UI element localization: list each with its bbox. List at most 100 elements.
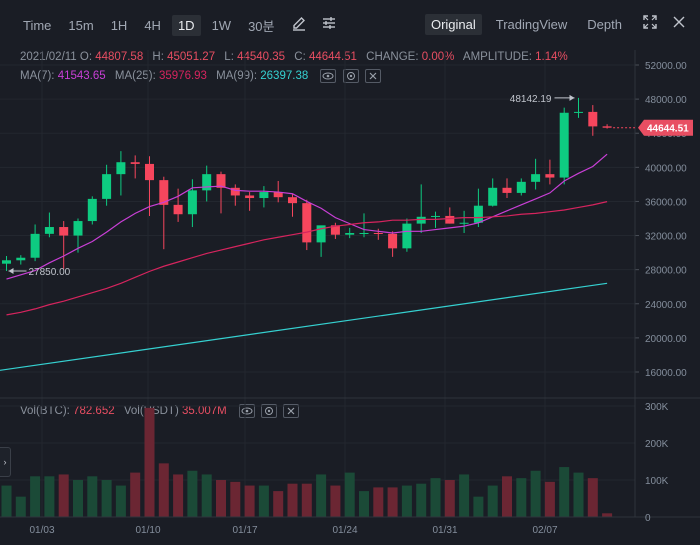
interval-more[interactable]: 30분 bbox=[248, 18, 275, 34]
date-axis-label: 01/10 bbox=[135, 525, 160, 536]
change-value: 0.00% bbox=[421, 51, 455, 63]
current-price-tag bbox=[638, 119, 693, 136]
candle-body bbox=[459, 222, 469, 224]
candle-body bbox=[345, 232, 355, 235]
open-value: 44807.58 bbox=[95, 51, 144, 63]
eye-icon[interactable] bbox=[320, 69, 337, 83]
expand-panel-button[interactable]: › bbox=[0, 447, 11, 477]
candle-body bbox=[173, 204, 183, 215]
candle-body bbox=[516, 181, 526, 193]
vol-eye-icon[interactable] bbox=[238, 404, 255, 418]
vol-usdt-value: 35.007M bbox=[181, 405, 227, 418]
candle-body bbox=[488, 187, 498, 206]
candle-body bbox=[531, 174, 541, 182]
view-original[interactable]: Original bbox=[424, 14, 482, 35]
price-axis-label: 36000.00 bbox=[645, 197, 687, 208]
volume-bar bbox=[487, 485, 498, 517]
volume-bar bbox=[44, 476, 55, 517]
close-value: 44644.51 bbox=[308, 51, 357, 63]
volume-bar bbox=[587, 478, 598, 517]
volume-bar bbox=[373, 487, 384, 517]
candle-body bbox=[302, 203, 312, 243]
volume-bar bbox=[359, 491, 369, 517]
volume-bar bbox=[144, 407, 155, 517]
open-label: O: bbox=[79, 51, 93, 63]
low-label: L: bbox=[224, 51, 234, 63]
candle-body bbox=[588, 111, 598, 127]
volume-bar bbox=[387, 487, 398, 517]
volume-bar bbox=[30, 476, 41, 517]
volume-bar bbox=[230, 481, 241, 517]
price-axis-label: 52000.00 bbox=[645, 61, 687, 72]
volume-bar bbox=[287, 483, 298, 517]
fullscreen-icon[interactable] bbox=[642, 14, 658, 35]
ma25-line bbox=[6, 201, 608, 316]
volume-bar bbox=[15, 496, 26, 517]
volume-bar bbox=[258, 485, 269, 517]
interval-time[interactable]: Time bbox=[23, 17, 52, 33]
current-price-value: 44644.51 bbox=[647, 124, 689, 135]
amplitude-value: 1.14% bbox=[535, 51, 568, 63]
indicator-settings-icon[interactable] bbox=[321, 15, 337, 36]
candle-body bbox=[44, 227, 54, 234]
volume-bar bbox=[444, 480, 455, 517]
volume-bar bbox=[559, 467, 570, 517]
interval-15m[interactable]: 15m bbox=[68, 17, 94, 33]
volume-bar bbox=[573, 472, 584, 517]
volume-bar bbox=[87, 476, 98, 517]
candle-body bbox=[502, 187, 512, 193]
volume-bar bbox=[416, 483, 427, 517]
volume-bar bbox=[602, 513, 613, 517]
volume-bar bbox=[158, 463, 169, 517]
ohlc-info: 2021/02/11 O: 44807.58 H: 45051.27 L: 44… bbox=[20, 51, 574, 63]
remove-icon[interactable] bbox=[364, 69, 381, 83]
volume-bar bbox=[115, 485, 126, 517]
vol-remove-icon[interactable] bbox=[283, 404, 300, 418]
volume-bar bbox=[101, 480, 112, 517]
view-tradingview[interactable]: TradingView bbox=[495, 17, 568, 32]
date-axis-label: 01/31 bbox=[432, 525, 457, 536]
volume-axis-label: 0 bbox=[645, 513, 651, 524]
candle-body bbox=[130, 162, 140, 164]
volume-bar bbox=[201, 474, 212, 517]
close-icon[interactable] bbox=[672, 15, 686, 34]
low-value: 44540.35 bbox=[237, 51, 286, 63]
candle-body bbox=[473, 205, 483, 223]
draw-pencil-icon[interactable] bbox=[291, 15, 307, 36]
volume-bar bbox=[316, 474, 327, 517]
date-axis-label: 01/24 bbox=[332, 525, 357, 536]
candle-body bbox=[87, 198, 97, 222]
volume-bar bbox=[344, 472, 355, 517]
candle-body bbox=[73, 221, 83, 236]
ohlc-date: 2021/02/11 bbox=[20, 51, 77, 63]
candle-body bbox=[116, 162, 126, 175]
candle-body bbox=[545, 174, 555, 178]
candle-body bbox=[159, 180, 169, 205]
price-axis-label: 40000.00 bbox=[645, 163, 687, 174]
candle-body bbox=[574, 111, 583, 113]
volume-bar bbox=[473, 496, 484, 517]
candle-body bbox=[187, 190, 197, 215]
volume-axis-label: 200K bbox=[645, 439, 669, 450]
candle-body bbox=[359, 232, 369, 234]
vol-settings-icon[interactable] bbox=[261, 404, 278, 418]
close-label: C: bbox=[294, 51, 306, 63]
price-axis-label: 44000.00 bbox=[645, 129, 687, 140]
interval-4h[interactable]: 4H bbox=[144, 17, 161, 33]
interval-1d[interactable]: 1D bbox=[171, 14, 201, 36]
volume-bar bbox=[1, 485, 12, 517]
candle-body bbox=[431, 215, 440, 217]
date-axis-label: 01/17 bbox=[232, 525, 257, 536]
volume-info: Vol(BTC): 782.652 Vol(USDT) 35.007M bbox=[20, 404, 300, 418]
interval-1h[interactable]: 1H bbox=[110, 17, 128, 33]
price-axis-label: 20000.00 bbox=[645, 334, 687, 345]
high-arrow-head bbox=[569, 94, 575, 101]
ma25-value: 35976.93 bbox=[158, 70, 207, 83]
interval-1w[interactable]: 1W bbox=[211, 17, 232, 33]
settings-icon[interactable] bbox=[342, 69, 359, 83]
low-annotation: 27850.00 bbox=[29, 267, 71, 278]
view-depth[interactable]: Depth bbox=[587, 17, 622, 32]
volume-bar bbox=[459, 474, 470, 517]
volume-bar bbox=[502, 476, 512, 517]
volume-axis-label: 300K bbox=[645, 402, 669, 413]
